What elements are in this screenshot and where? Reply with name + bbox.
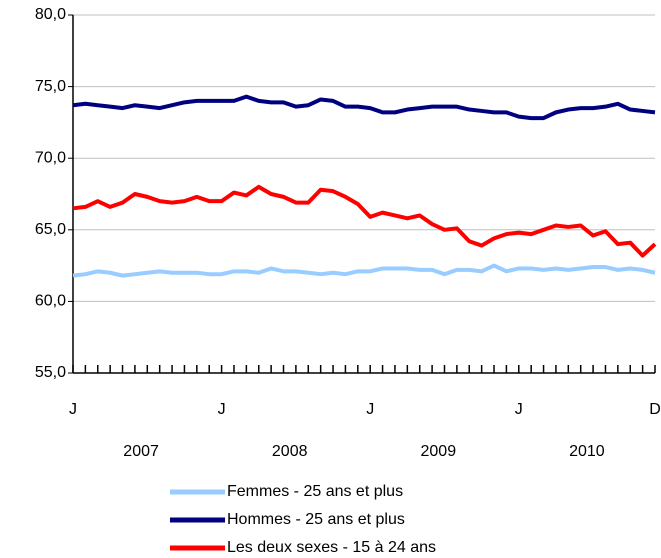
- y-tick-label: 65,0: [35, 221, 66, 238]
- y-tick-label: 70,0: [35, 149, 66, 166]
- legend-label: Hommes - 25 ans et plus: [227, 511, 405, 528]
- year-label: 2008: [272, 443, 308, 460]
- x-tick-label: J: [366, 401, 374, 418]
- series-line: [72, 263, 656, 278]
- series-line: [72, 94, 656, 121]
- year-label: 2009: [421, 443, 457, 460]
- x-tick-label: D: [649, 401, 661, 418]
- y-tick-label: 55,0: [35, 364, 66, 381]
- x-tick-label: J: [515, 401, 523, 418]
- year-label: 2010: [569, 443, 605, 460]
- legend-label: Femmes - 25 ans et plus: [227, 483, 403, 500]
- x-tick-label: J: [218, 401, 226, 418]
- x-tick-label: J: [69, 401, 77, 418]
- y-tick-label: 60,0: [35, 293, 66, 310]
- legend-label: Les deux sexes - 15 à 24 ans: [227, 539, 436, 556]
- series-line: [72, 184, 657, 258]
- y-tick-label: 75,0: [35, 78, 66, 95]
- y-tick-label: 80,0: [35, 6, 66, 23]
- year-label: 2007: [123, 443, 159, 460]
